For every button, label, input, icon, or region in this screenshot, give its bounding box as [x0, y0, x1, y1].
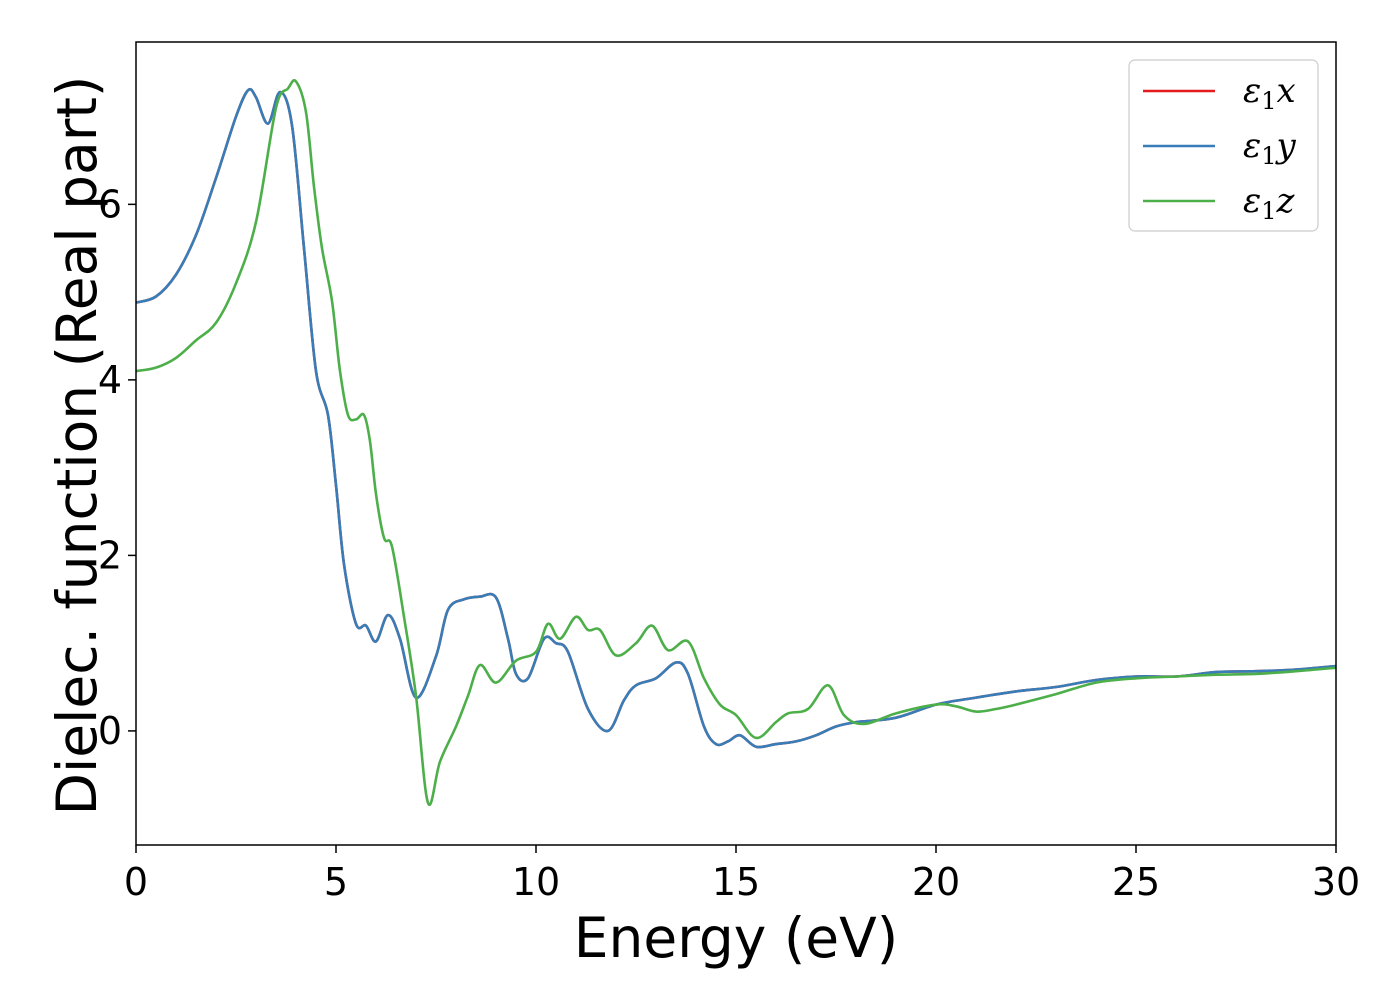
x-axis-ticks: 0 5 10 15 20 25 30 — [124, 845, 1360, 904]
series-layer — [136, 78, 1336, 807]
y-axis-title: Dielec. function (Real part) — [45, 76, 109, 816]
x-tick-label: 30 — [1312, 860, 1360, 904]
legend-label-z: ε1z — [1243, 181, 1296, 225]
y-tick-label: 4 — [98, 358, 122, 402]
x-tick-label: 25 — [1112, 860, 1160, 904]
legend: ε1x ε1y ε1z — [1128, 59, 1319, 232]
y-tick-label: 6 — [98, 182, 122, 226]
series-line-y — [136, 87, 1336, 749]
y-axis-ticks: 0 2 4 6 — [98, 182, 136, 753]
x-tick-label: 10 — [512, 860, 560, 904]
x-tick-label: 20 — [912, 860, 960, 904]
legend-frame — [1128, 59, 1319, 232]
x-axis-title: Energy (eV) — [574, 906, 898, 970]
x-tick-label: 15 — [712, 860, 760, 904]
y-tick-label: 2 — [98, 533, 122, 577]
legend-label-y: ε1y — [1243, 126, 1297, 170]
x-tick-label: 0 — [124, 860, 148, 904]
legend-label-x: ε1x — [1243, 71, 1296, 115]
x-tick-label: 5 — [324, 860, 348, 904]
y-tick-label: 0 — [98, 709, 122, 753]
series-line-z — [136, 78, 1336, 807]
